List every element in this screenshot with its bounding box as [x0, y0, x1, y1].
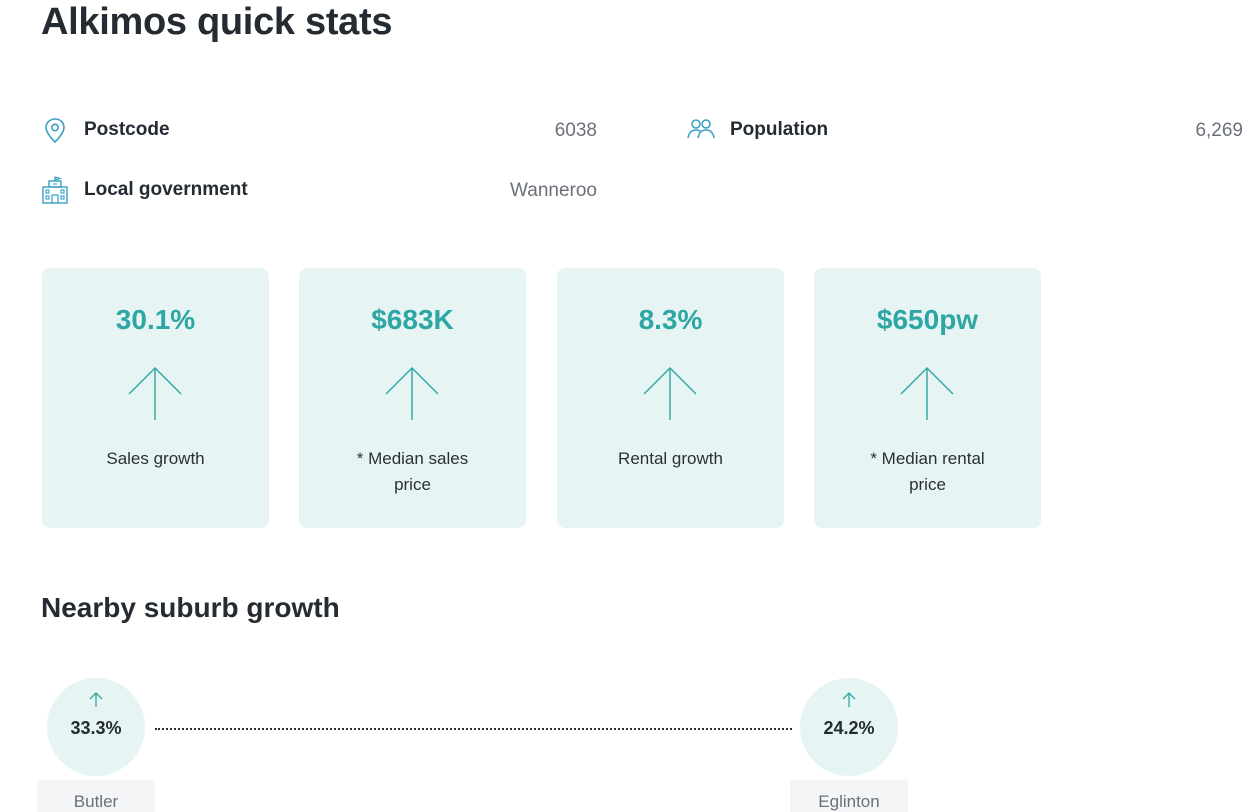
- page-title: Alkimos quick stats: [41, 1, 393, 43]
- card-label: * Median sales price: [356, 449, 469, 494]
- stat-label-local-government: Local government: [84, 179, 248, 200]
- map-pin-icon: [45, 118, 65, 144]
- building-icon: [42, 176, 68, 204]
- card-label: Sales growth: [106, 449, 205, 468]
- stat-label-population: Population: [730, 119, 829, 140]
- arrow-up-icon: [643, 367, 697, 420]
- arrow-up-icon: [128, 367, 182, 420]
- arrow-up-icon: [900, 367, 954, 420]
- suburb-growth: 24.2%: [823, 718, 875, 738]
- arrow-up-icon: [385, 367, 439, 420]
- card-median-sales-price: $683K * Median sales price: [299, 268, 526, 528]
- stat-local-government: Local government Wanneroo: [41, 176, 597, 206]
- card-value: 8.3%: [638, 304, 703, 335]
- arrow-up-icon: [842, 692, 856, 707]
- suburb-name: Eglinton: [790, 780, 908, 812]
- stat-label-postcode: Postcode: [84, 119, 170, 140]
- card-sales-growth: 30.1% Sales growth: [42, 268, 269, 528]
- suburb-name: Butler: [37, 780, 155, 812]
- card-median-rental-price: $650pw * Median rental price: [814, 268, 1041, 528]
- suburb-growth: 33.3%: [70, 718, 122, 738]
- card-value: $650pw: [876, 304, 979, 335]
- people-icon: [687, 119, 715, 139]
- card-rental-growth: 8.3% Rental growth: [557, 268, 784, 528]
- card-label: * Median rental price: [870, 449, 985, 494]
- arrow-up-icon: [89, 692, 103, 707]
- card-value: 30.1%: [115, 304, 196, 335]
- stat-value-population: 6,269: [1195, 120, 1243, 141]
- stat-postcode: Postcode 6038: [41, 116, 597, 146]
- card-value: $683K: [371, 304, 454, 335]
- stat-value-postcode: 6038: [554, 120, 597, 141]
- section-title-nearby: Nearby suburb growth: [41, 592, 340, 623]
- suburb-connector: [155, 728, 792, 730]
- stat-value-local-government: Wanneroo: [510, 180, 597, 201]
- card-label: Rental growth: [618, 449, 723, 468]
- stat-population: Population 6,269: [687, 116, 1243, 146]
